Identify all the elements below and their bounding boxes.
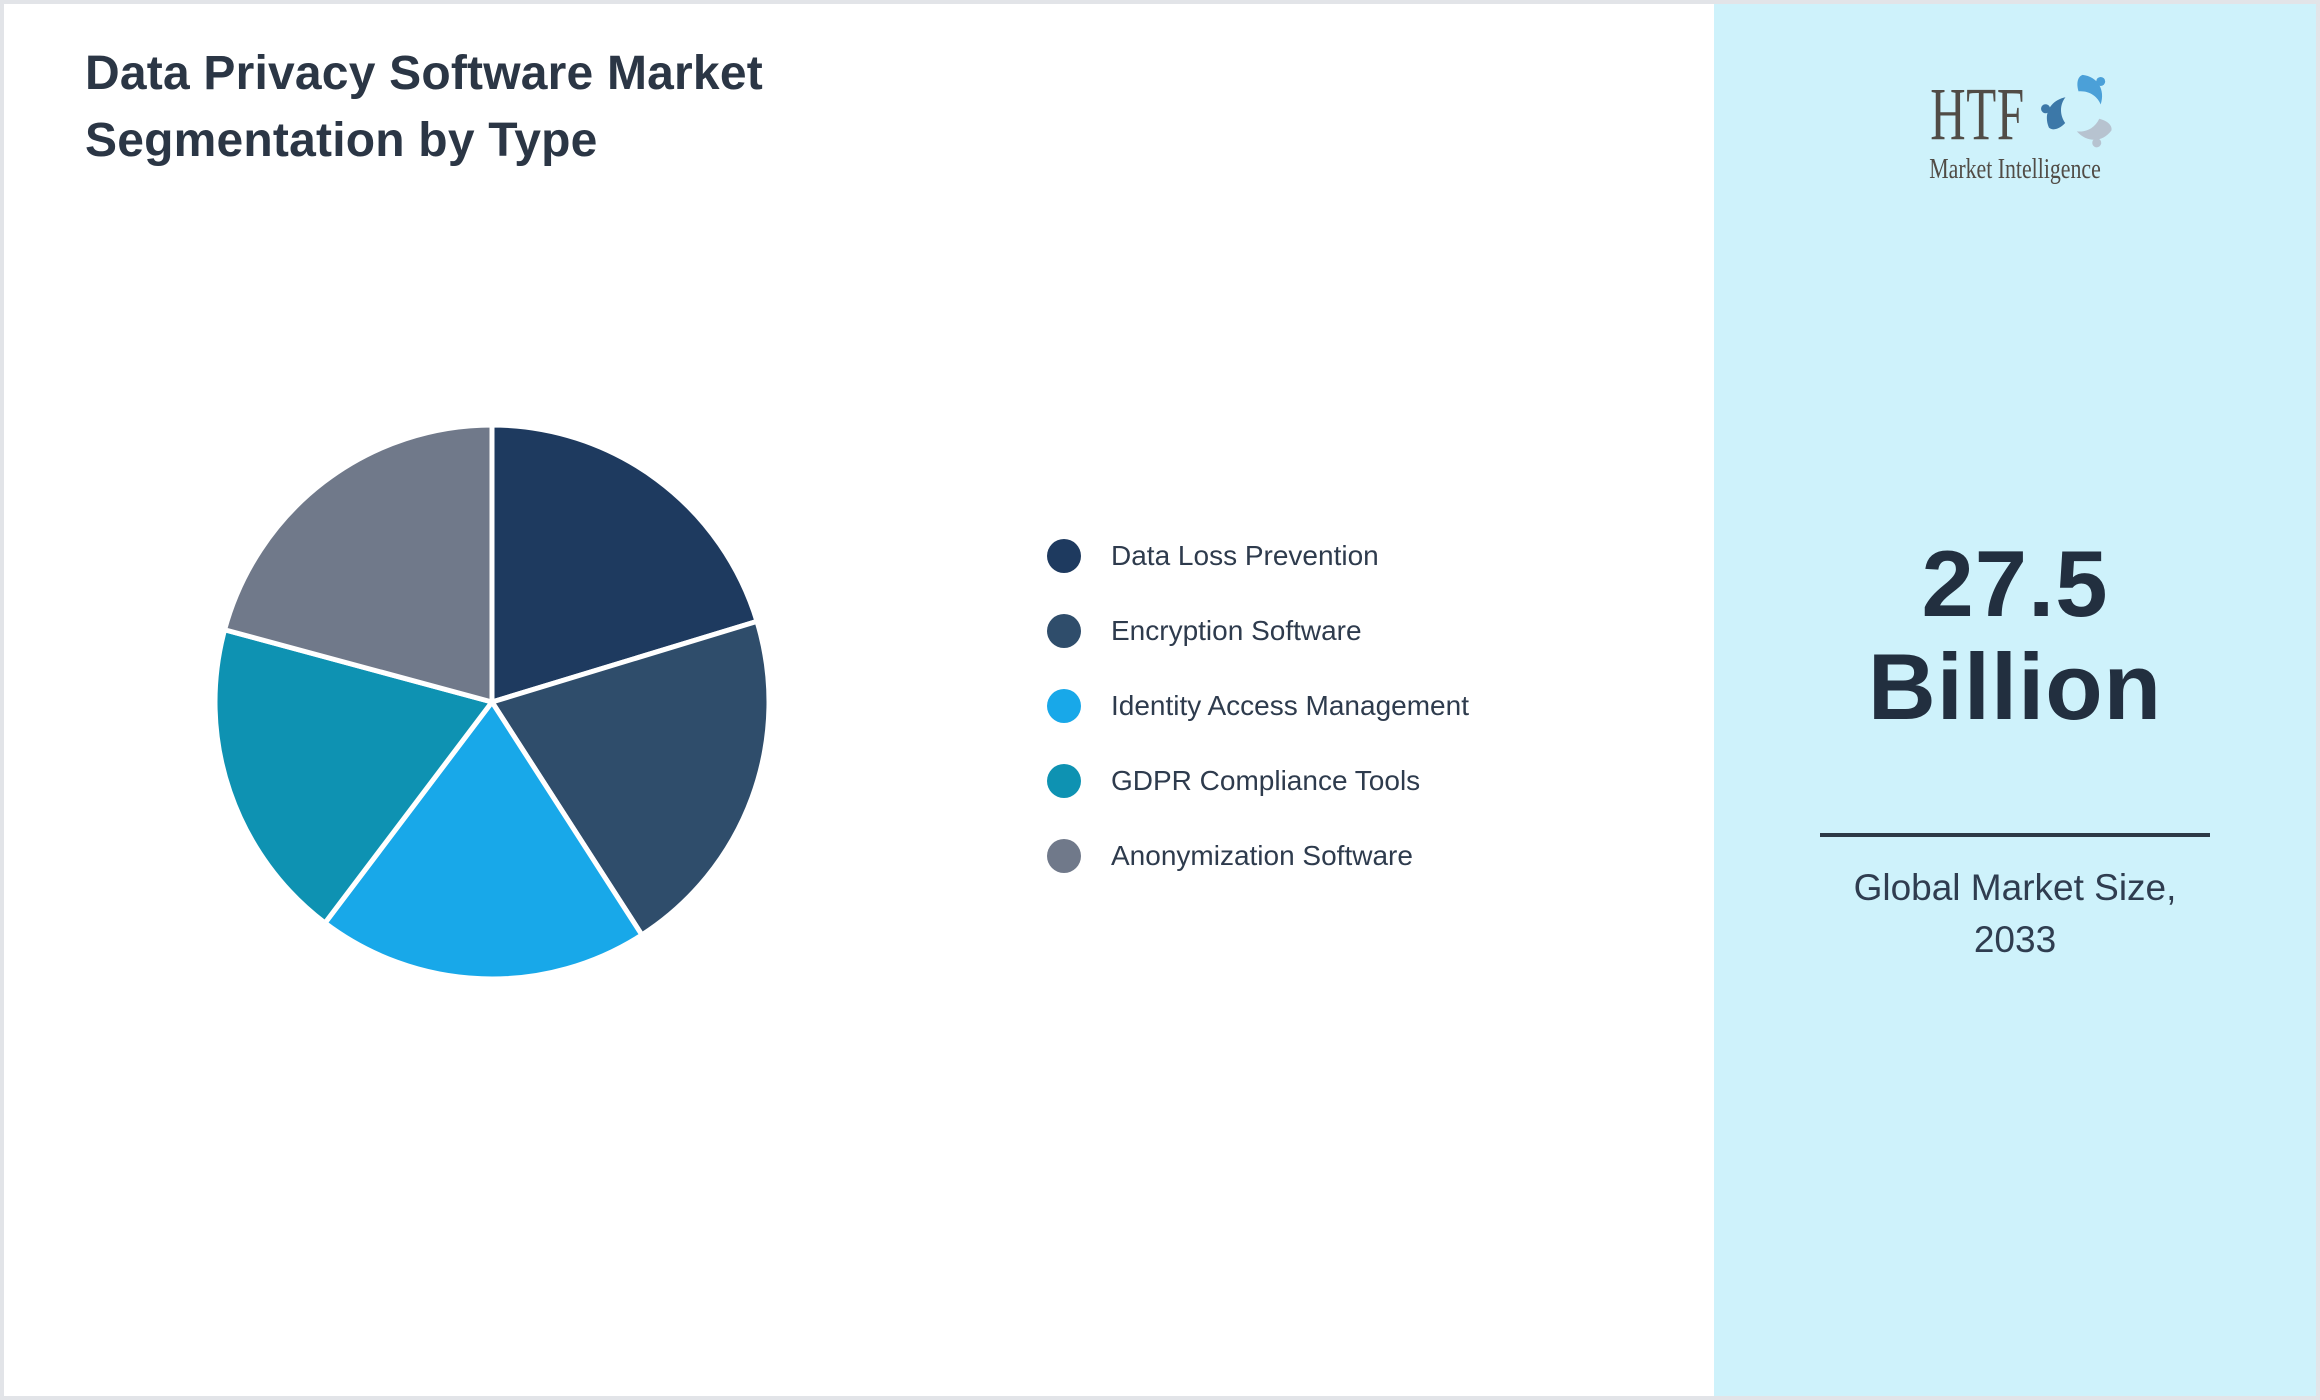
htf-logo: HTF Market Intelligence [1714, 72, 2316, 186]
pie-chart [212, 422, 772, 982]
market-size-unit: Billion [1867, 634, 2163, 739]
sidebar: HTF Market Intelligence [1714, 4, 2316, 1396]
legend-swatch-icon [1047, 538, 1081, 573]
page-title-line-2: Segmentation by Type [85, 114, 598, 167]
htf-logo-text: HTF [1930, 72, 2026, 156]
legend-swatch-icon [1047, 838, 1081, 873]
htf-logo-row: HTF [1908, 72, 2121, 156]
sidebar-divider [1820, 833, 2210, 837]
legend-item-label: Identity Access Management [1111, 689, 1469, 721]
market-size-value: 27.5 [1921, 531, 2109, 636]
market-size-caption: Global Market Size, 2033 [1714, 862, 2316, 966]
legend-swatch-icon [1047, 688, 1081, 723]
legend-item-label: Anonymization Software [1111, 839, 1413, 871]
legend-item-data-loss-prevention: Data Loss Prevention [1047, 518, 1469, 593]
legend-item-identity-access-management: Identity Access Management [1047, 668, 1469, 743]
dolphin-swirl-icon [2040, 74, 2112, 148]
dolphin-blue [2076, 74, 2105, 105]
legend-swatch-icon [1047, 613, 1081, 648]
htf-logo-subtext: Market Intelligence [1929, 154, 2101, 185]
legend-item-label: GDPR Compliance Tools [1111, 764, 1421, 796]
dolphin-steel [2040, 97, 2065, 130]
market-size-caption-line-1: Global Market Size, [1853, 867, 2177, 908]
legend-item-encryption-software: Encryption Software [1047, 593, 1469, 668]
legend: Data Loss Prevention Encryption Software I… [1047, 518, 1469, 893]
pie-slice-data-loss-prevention [489, 422, 760, 705]
dolphin-gray [2076, 118, 2112, 148]
legend-item-anonymization-software: Anonymization Software [1047, 818, 1469, 893]
page-title-line-1: Data Privacy Software Market [85, 47, 763, 100]
pie-slice-gdpr-compliance-tools [212, 627, 495, 926]
legend-item-gdpr-compliance-tools: GDPR Compliance Tools [1047, 743, 1469, 818]
legend-swatch-icon [1047, 763, 1081, 798]
market-size-caption-line-2: 2033 [1973, 919, 2057, 960]
legend-item-label: Encryption Software [1111, 614, 1362, 646]
market-size-callout: 27.5 Billion [1714, 532, 2316, 738]
pie-slice-anonymization-software [222, 422, 495, 705]
legend-item-label: Data Loss Prevention [1111, 539, 1379, 571]
chart-area: Data Privacy Software Market Segmentatio… [4, 4, 1714, 1396]
pie-slice-identity-access-management [322, 699, 645, 982]
pie-slice-encryption-software [489, 618, 772, 938]
page-title: Data Privacy Software Market Segmentatio… [85, 40, 763, 174]
